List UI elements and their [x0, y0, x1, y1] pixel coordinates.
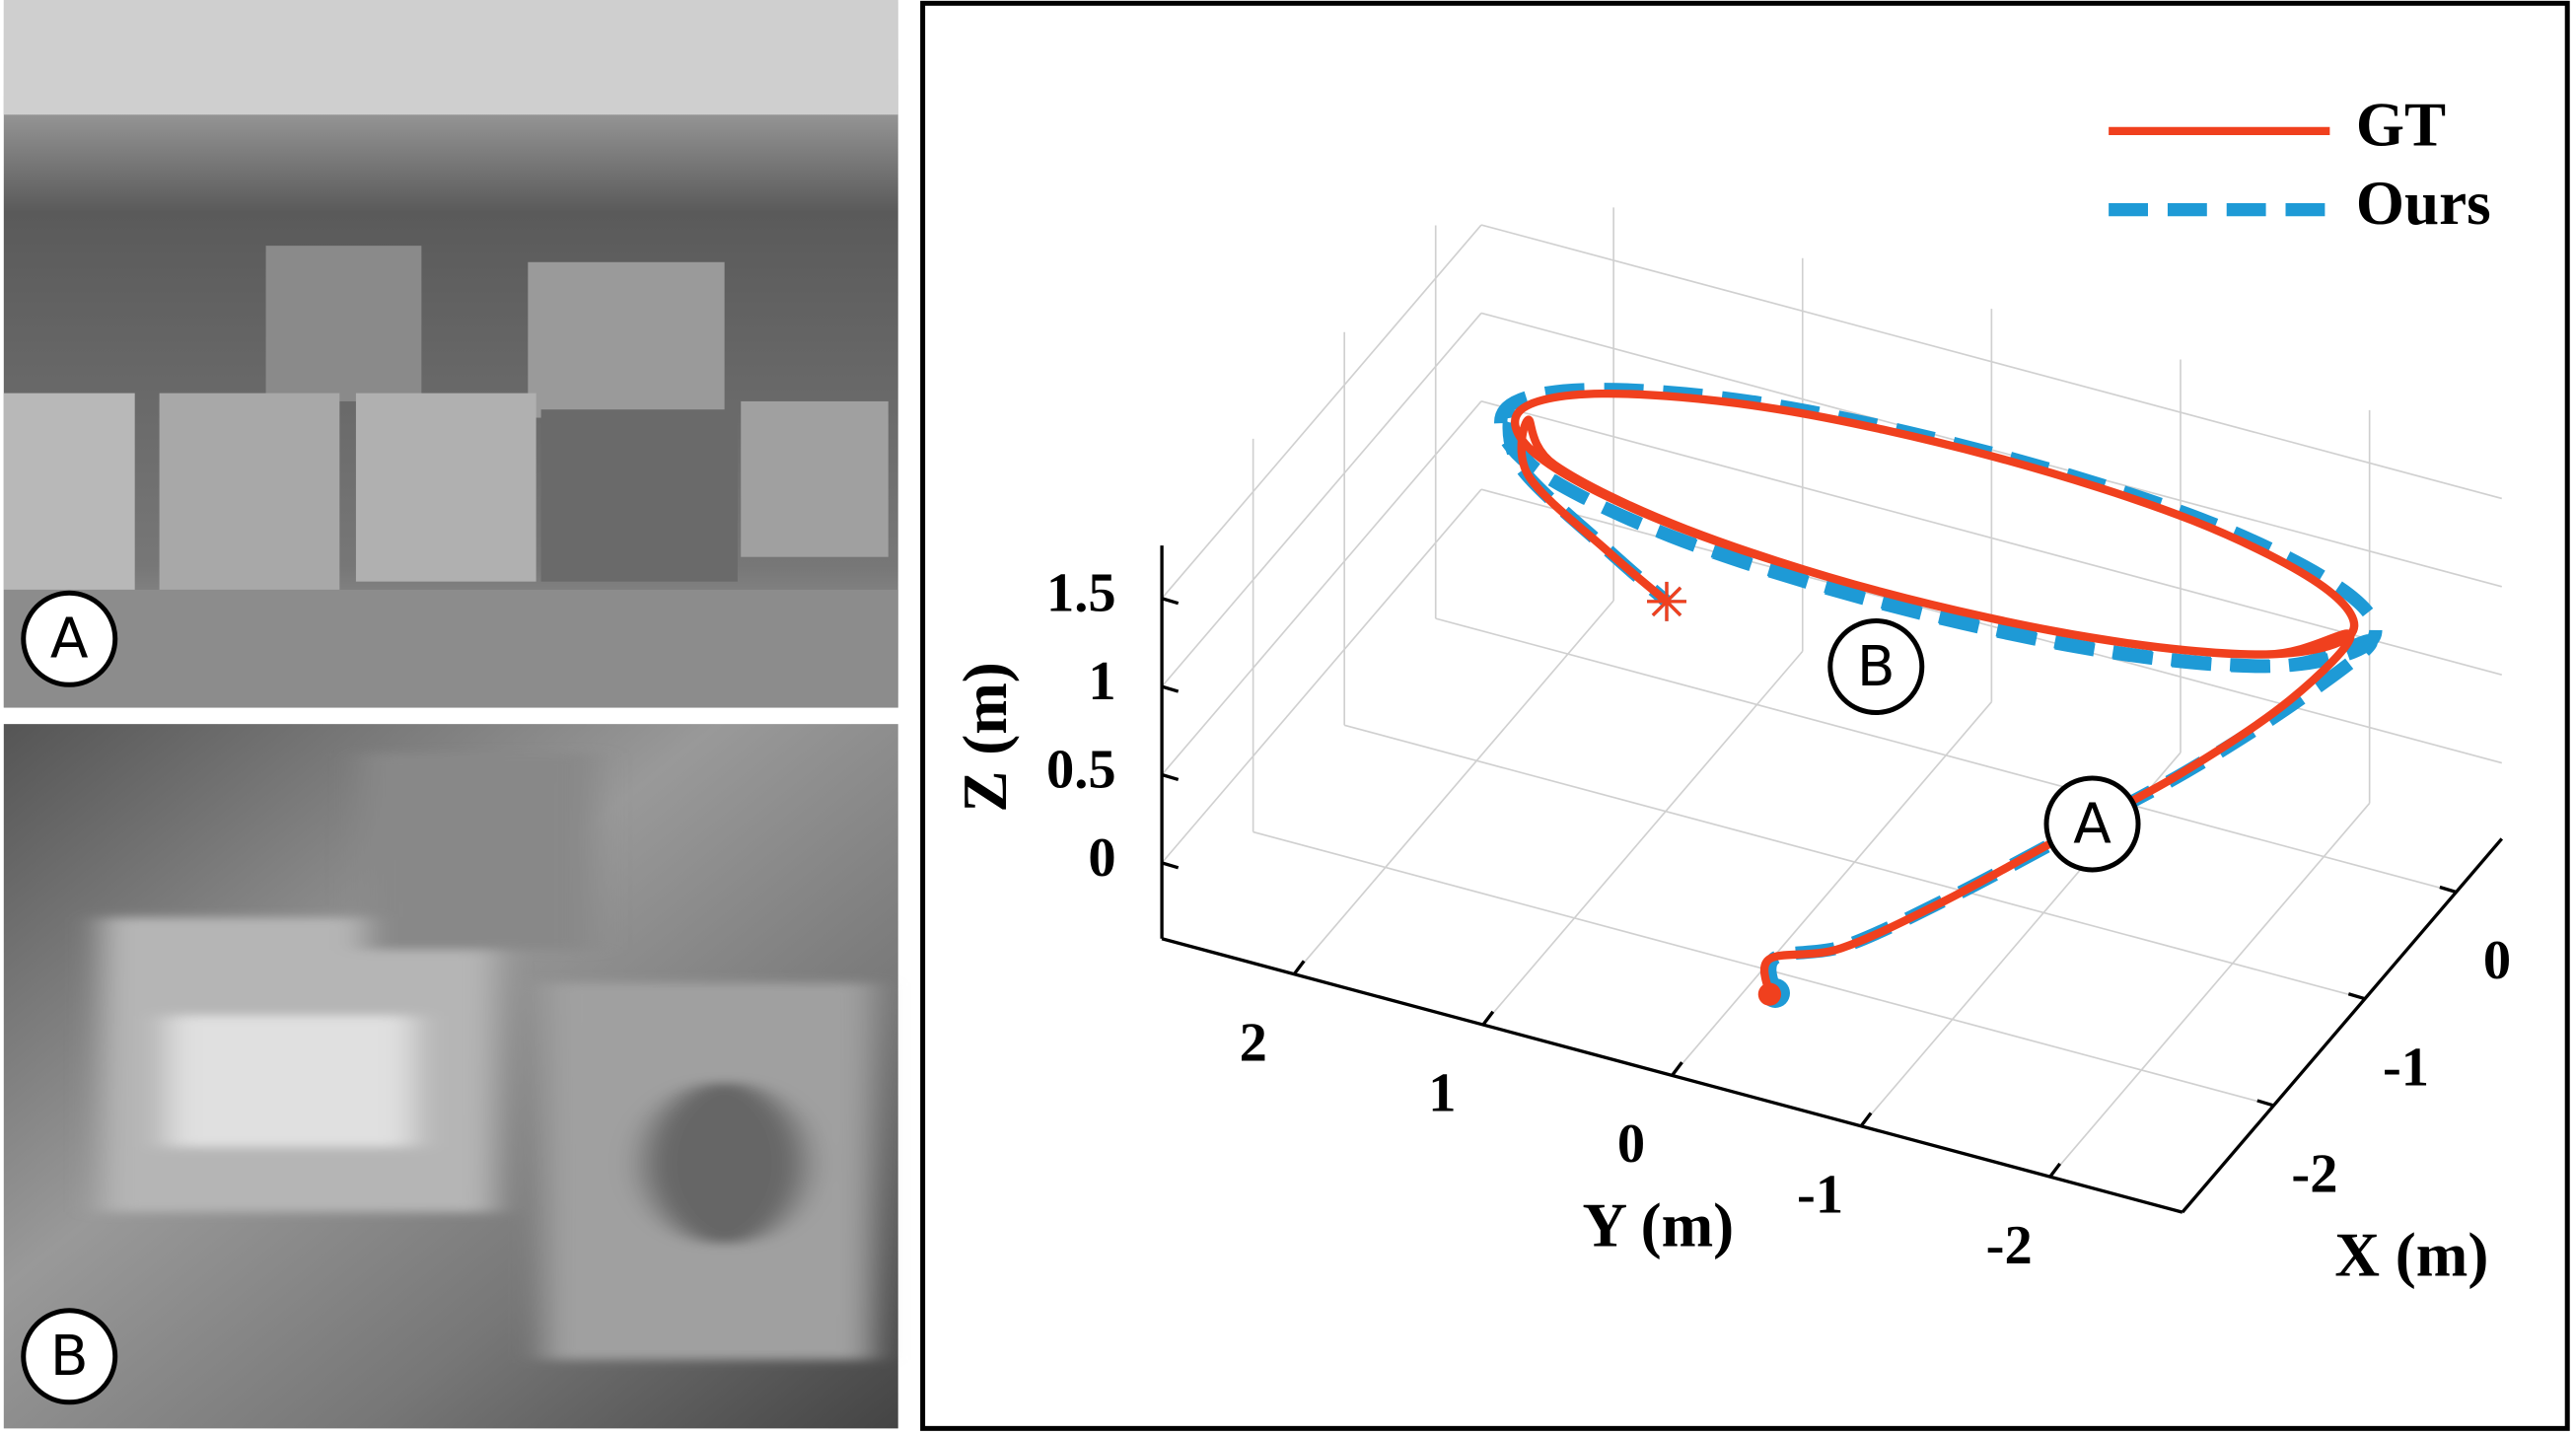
grid-line [1161, 312, 1482, 687]
end-marker-stroke [1651, 586, 1682, 617]
grid-line [1480, 399, 2502, 676]
x-tick-label: 0 [2483, 930, 2511, 991]
y-tick-label: -1 [1797, 1164, 1843, 1225]
panel-label: A [50, 608, 89, 672]
x-axis [2181, 837, 2504, 1214]
trajectory [1511, 389, 2359, 995]
grid-line [1161, 400, 1482, 776]
annotation-circle [1827, 618, 1925, 716]
tick-mark [1161, 684, 1180, 693]
tick-mark [1161, 772, 1180, 782]
annotation: A [2073, 792, 2111, 856]
grid-line [1480, 224, 2502, 500]
y-tick-label: -2 [1986, 1215, 2033, 1276]
z-tick-label: 0.5 [1046, 739, 1116, 800]
z-axis-label: Z (m) [951, 662, 1020, 812]
grid-line [1671, 701, 1993, 1076]
x-tick-label: -2 [2291, 1144, 2337, 1205]
grid-line [1480, 488, 2502, 764]
y-tick-label: 2 [1240, 1012, 1267, 1073]
chart-frame [920, 0, 2570, 1431]
tick-mark [2048, 1162, 2062, 1179]
tick-mark [2439, 885, 2457, 895]
y-tick-label: 1 [1428, 1063, 1456, 1124]
tick-mark [1859, 1112, 1873, 1127]
grid-line [1293, 600, 1614, 975]
tick-mark [1161, 597, 1180, 606]
end-marker [1647, 581, 1686, 621]
grid-line [2049, 802, 2371, 1178]
start-marker [1757, 982, 1781, 1006]
photo-a [3, 0, 898, 708]
tick-mark [1671, 1061, 1683, 1077]
panel-label: B [50, 1325, 89, 1389]
photo-b [3, 724, 898, 1429]
annotation: B [1857, 635, 1896, 699]
y-axis-label: Y (m) [1583, 1191, 1735, 1260]
tick-mark [1481, 1010, 1495, 1027]
tick-mark [1161, 861, 1180, 870]
grid-line [1161, 224, 1482, 600]
grid-line [1161, 488, 1482, 864]
y-tick-label: 0 [1617, 1113, 1645, 1175]
z-tick-label: 1 [1088, 651, 1115, 712]
legend-label: Ours [2356, 169, 2491, 238]
legend-label: GT [2356, 90, 2446, 159]
plot: -2 -1 0 -2 -1 0 1 2 0 0.5 1 1.5 X (m) Y (m) Z (m) A B GT O… [951, 90, 2511, 1289]
z-tick-label: 0 [1088, 827, 1115, 889]
tick-mark [2347, 992, 2366, 1001]
x-axis-label: X (m) [2334, 1220, 2488, 1289]
z-tick-label: 1.5 [1046, 563, 1116, 624]
x-tick-label: -1 [2383, 1037, 2429, 1098]
tick-mark [1292, 960, 1306, 975]
grid-line [1482, 650, 1804, 1026]
tick-mark [2256, 1099, 2274, 1108]
annotation-circle [2043, 775, 2141, 873]
